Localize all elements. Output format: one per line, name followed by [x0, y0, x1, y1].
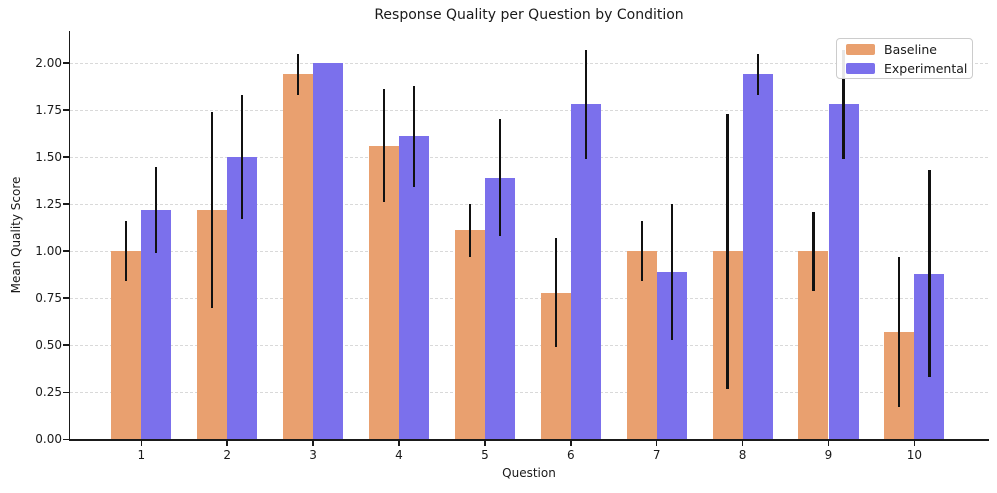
y-tick	[63, 203, 69, 205]
gridline	[70, 62, 988, 64]
y-tick	[63, 109, 69, 111]
x-tick-label: 9	[824, 448, 833, 463]
error-bar-experimental-q6	[584, 49, 587, 159]
bar-experimental-q3	[313, 62, 344, 440]
gridline	[70, 251, 988, 253]
gridline	[70, 204, 988, 206]
gridline	[70, 298, 988, 300]
chart-title: Response Quality per Question by Conditi…	[374, 7, 684, 23]
error-bar-experimental-q2	[241, 94, 244, 220]
x-tick-label: 10	[906, 448, 923, 463]
error-bar-baseline-q5	[468, 204, 471, 257]
x-tick-label: 7	[652, 448, 661, 463]
bar-baseline-q7	[626, 251, 657, 440]
y-tick	[63, 297, 69, 300]
x-tick	[484, 441, 486, 446]
legend-label-baseline: Baseline	[884, 41, 937, 57]
error-bar-experimental-q5	[498, 119, 502, 237]
x-tick	[913, 441, 916, 446]
error-bar-experimental-q10	[928, 170, 931, 378]
y-tick	[63, 438, 69, 441]
error-bar-baseline-q6	[554, 238, 557, 348]
y-tick-label: 0.25	[35, 385, 62, 400]
bar-baseline-q1	[111, 251, 142, 440]
x-tick	[741, 441, 744, 446]
y-tick	[63, 156, 69, 158]
x-tick	[827, 441, 830, 446]
y-tick-label: 0.00	[35, 432, 62, 447]
x-tick-label: 4	[395, 448, 403, 463]
bar-experimental-q8	[742, 74, 773, 440]
y-tick	[63, 391, 69, 394]
legend-swatch-baseline	[846, 43, 875, 55]
y-tick-label: 1.75	[35, 103, 62, 118]
legend-item-experimental: Experimental	[846, 61, 967, 76]
error-bar-experimental-q4	[412, 85, 416, 188]
y-tick-label: 1.50	[35, 150, 62, 165]
x-tick	[570, 441, 572, 446]
x-tick-label: 2	[223, 448, 231, 463]
bar-baseline-q5	[454, 230, 485, 440]
error-bar-baseline-q4	[382, 89, 386, 203]
y-tick-label: 2.00	[35, 55, 62, 70]
gridline	[70, 110, 988, 112]
error-bar-baseline-q7	[640, 221, 643, 282]
error-bar-baseline-q1	[125, 221, 128, 282]
x-tick-label: 5	[481, 448, 489, 463]
y-tick-label: 1.25	[35, 197, 62, 212]
x-tick-label: 3	[309, 448, 317, 463]
error-bar-baseline-q2	[211, 111, 214, 308]
legend-label-experimental: Experimental	[884, 60, 968, 76]
legend-swatch-experimental	[846, 62, 875, 74]
legend-item-baseline: Baseline	[846, 42, 963, 57]
error-bar-baseline-q9	[812, 211, 815, 291]
gridline	[70, 392, 988, 394]
error-bar-experimental-q7	[670, 204, 673, 340]
y-tick-label: 0.50	[35, 338, 62, 353]
bar-experimental-q6	[570, 104, 601, 440]
x-tick	[398, 441, 400, 446]
bar-baseline-q3	[283, 74, 314, 440]
y-axis-spine	[68, 31, 71, 441]
y-tick	[63, 344, 69, 347]
y-tick	[63, 250, 69, 252]
x-tick	[655, 441, 658, 446]
error-bar-baseline-q3	[296, 53, 300, 95]
bar-experimental-q9	[828, 104, 859, 440]
y-tick-label: 1.00	[35, 244, 62, 259]
x-axis-spine	[68, 439, 989, 442]
error-bar-experimental-q8	[756, 53, 759, 95]
error-bar-baseline-q8	[726, 113, 729, 389]
gridline	[70, 157, 988, 159]
y-axis-label: Mean Quality Score	[9, 176, 23, 294]
x-axis-label: Question	[502, 466, 556, 480]
x-tick-label: 8	[738, 448, 747, 463]
legend: Baseline Experimental	[836, 38, 973, 79]
y-tick	[63, 62, 69, 64]
x-tick-label: 1	[137, 448, 146, 463]
x-tick	[226, 441, 228, 446]
x-tick	[140, 441, 143, 446]
error-bar-experimental-q1	[155, 166, 158, 254]
gridline	[70, 345, 988, 347]
error-bar-experimental-q9	[842, 49, 845, 159]
x-tick-label: 6	[566, 448, 575, 463]
x-tick	[312, 441, 314, 446]
error-bar-baseline-q10	[898, 256, 901, 408]
y-tick-label: 0.75	[35, 291, 62, 306]
